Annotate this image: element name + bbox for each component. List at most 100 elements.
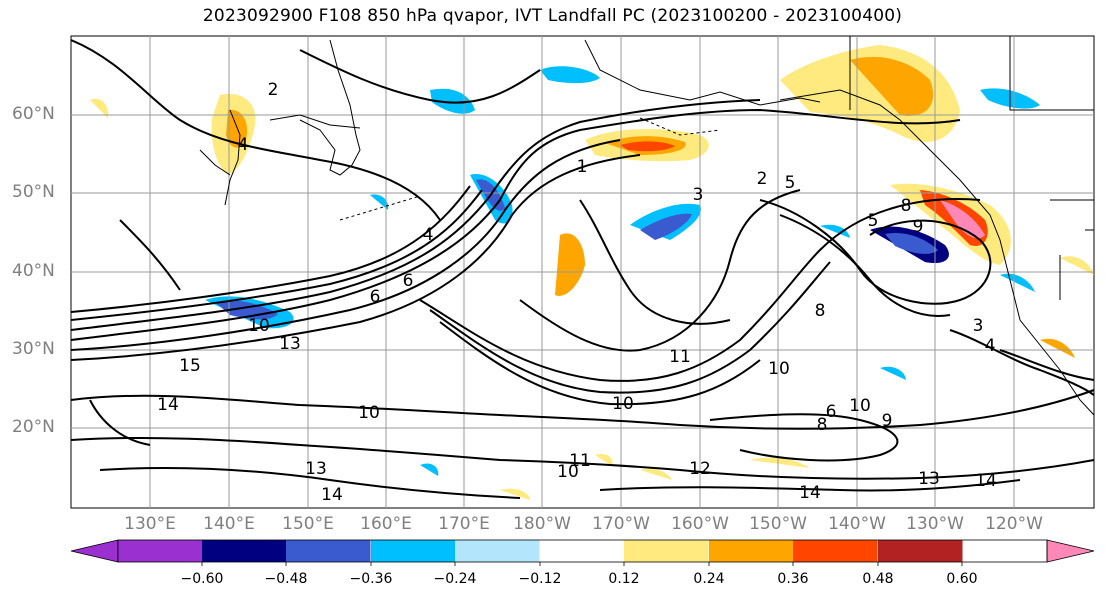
colorbar-segment (878, 540, 963, 562)
shaded-region (885, 232, 938, 254)
contour-label: 3 (973, 316, 984, 336)
shaded-region (620, 141, 675, 152)
shaded-region (850, 56, 934, 116)
colorbar-tick-label: −0.48 (264, 571, 308, 587)
contour-label: 4 (238, 135, 249, 155)
colorbar-tick-label: 0.48 (862, 571, 894, 587)
contour-label: 3 (693, 185, 704, 205)
shaded-region (500, 488, 530, 500)
contour-label: 4 (423, 225, 434, 245)
contour-label: 6 (370, 287, 381, 307)
contour-label: 2 (268, 80, 279, 100)
contour-label: 12 (689, 459, 711, 479)
shaded-region (820, 224, 850, 238)
shaded-region (420, 463, 439, 476)
map-title: 2023092900 F108 850 hPa qvapor, IVT Land… (202, 6, 903, 26)
shaded-region (880, 366, 906, 380)
colorbar-segment (540, 540, 625, 562)
shaded-region (1040, 338, 1075, 358)
shaded-region (595, 453, 613, 466)
colorbar-outline (117, 539, 1048, 563)
colorbar-segment (371, 540, 456, 562)
colorbar-tick-label: −0.24 (433, 571, 477, 587)
colorbar-tick-label: 0.36 (777, 571, 809, 587)
contour-label: 1 (577, 157, 588, 177)
longitude-label: 160°E (360, 514, 412, 534)
shaded-region (750, 457, 810, 468)
longitude-label: 140°W (828, 514, 886, 534)
latitude-label: 20°N (12, 417, 55, 437)
contour-label: 10 (248, 316, 270, 336)
contour-label: 11 (569, 451, 591, 471)
ivt-contours (71, 39, 1094, 499)
contour-label: 8 (901, 196, 912, 216)
colorbar-segment (202, 540, 287, 562)
longitude-label: 130°W (906, 514, 964, 534)
shaded-region (90, 98, 109, 118)
colorbar-tick-label: 0.60 (946, 571, 978, 587)
latitude-label: 60°N (12, 104, 55, 124)
contour-label: 10 (612, 394, 634, 414)
latitude-label: 40°N (12, 261, 55, 281)
shaded-region (640, 468, 672, 480)
shaded-region (545, 72, 585, 82)
colorbar-tick-label: 0.12 (608, 571, 640, 587)
shaded-region (1000, 273, 1035, 292)
colorbar-segment (286, 540, 371, 562)
longitude-label: 180°W (513, 514, 571, 534)
contour-label: 10 (358, 403, 380, 423)
colorbar-segment (793, 540, 878, 562)
contour-label: 13 (279, 334, 301, 354)
contour-label: 8 (817, 415, 828, 435)
colorbar-segment (709, 540, 794, 562)
latitude-label: 30°N (12, 339, 55, 359)
contour-label: 14 (321, 485, 343, 505)
shaded-region (640, 213, 692, 240)
shaded-region (555, 233, 585, 296)
contour-label: 5 (868, 211, 879, 231)
longitude-label: 120°W (985, 514, 1043, 534)
colorbar-tick-label: −0.60 (180, 571, 224, 587)
contour-label: 5 (785, 173, 796, 193)
longitude-label: 170°E (438, 514, 490, 534)
contour-label: 13 (305, 459, 327, 479)
colorbar-arrow-right (1046, 539, 1095, 563)
colorbar-tick-label: 0.24 (693, 571, 725, 587)
latitude-label: 50°N (12, 182, 55, 202)
longitude-label: 150°E (282, 514, 334, 534)
longitude-label: 170°W (592, 514, 650, 534)
contour-label: 9 (882, 411, 893, 431)
shaded-region (226, 109, 248, 148)
contour-label: 13 (918, 469, 940, 489)
colorbar (70, 539, 1095, 566)
colorbar-arrow-left (70, 539, 119, 563)
colorbar-segment (624, 540, 709, 562)
shaded-region (1060, 256, 1094, 275)
longitude-label: 130°E (124, 514, 176, 534)
contour-label: 15 (179, 356, 201, 376)
shaded-region (940, 200, 985, 239)
contour-label: 14 (157, 395, 179, 415)
longitude-label: 150°W (749, 514, 807, 534)
contour-label: 10 (768, 359, 790, 379)
coastlines (199, 36, 1094, 416)
contour-label: 14 (975, 471, 997, 491)
contour-label: 14 (799, 483, 821, 503)
contour-label: 10 (849, 396, 871, 416)
contour-label: 6 (403, 271, 414, 291)
contour-label: 9 (913, 217, 924, 237)
contour-label: 10 (557, 462, 579, 482)
contour-label: 2 (757, 169, 768, 189)
longitude-label: 160°W (671, 514, 729, 534)
colorbar-tick-label: −0.36 (349, 571, 393, 587)
colorbar-tick-label: −0.12 (518, 571, 562, 587)
shaded-region (370, 194, 389, 210)
contour-label: 4 (985, 336, 996, 356)
colorbar-segment (118, 540, 203, 562)
contour-label: 8 (815, 301, 826, 321)
colorbar-segment (455, 540, 540, 562)
longitude-label: 140°E (203, 514, 255, 534)
contour-label: 11 (669, 347, 691, 367)
